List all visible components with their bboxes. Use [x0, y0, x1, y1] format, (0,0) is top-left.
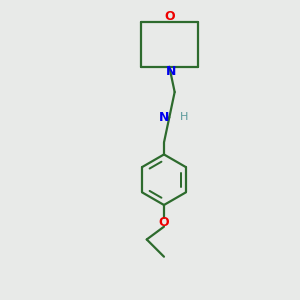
Text: O: O	[159, 216, 169, 229]
Text: H: H	[179, 112, 188, 122]
Text: N: N	[166, 65, 176, 78]
Text: N: N	[159, 111, 169, 124]
Text: O: O	[164, 10, 175, 23]
